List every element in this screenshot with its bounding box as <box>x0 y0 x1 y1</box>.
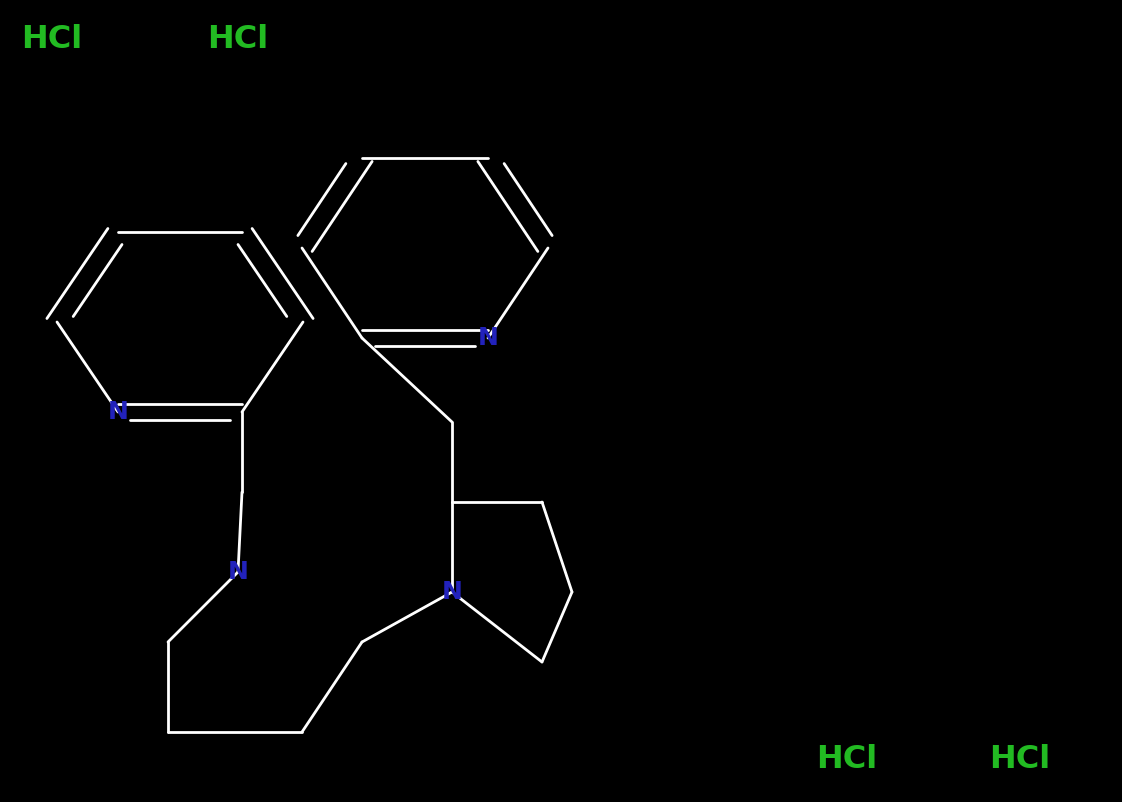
Text: N: N <box>108 400 128 424</box>
Text: N: N <box>228 560 248 584</box>
Text: N: N <box>442 580 462 604</box>
Text: HCl: HCl <box>21 25 83 55</box>
Text: HCl: HCl <box>990 744 1050 776</box>
Text: HCl: HCl <box>208 25 268 55</box>
Text: N: N <box>478 326 498 350</box>
Text: HCl: HCl <box>817 744 877 776</box>
